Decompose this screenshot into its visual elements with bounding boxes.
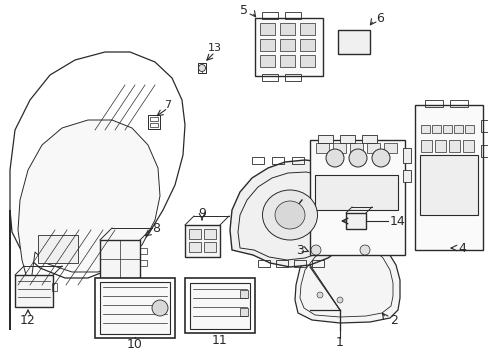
Bar (402, 170, 410, 182)
Bar (337, 30, 369, 54)
Polygon shape (18, 120, 160, 290)
Bar (150, 117, 158, 121)
Bar (150, 123, 158, 127)
Bar (339, 135, 354, 143)
Circle shape (310, 245, 320, 255)
Circle shape (152, 300, 168, 316)
Polygon shape (294, 238, 399, 323)
Bar (38, 235, 78, 263)
Bar (366, 143, 379, 153)
Text: 8: 8 (152, 221, 160, 234)
Bar (148, 115, 160, 129)
Bar (262, 12, 278, 19)
Bar (258, 260, 269, 267)
Bar (280, 23, 294, 35)
Bar (190, 283, 249, 329)
Bar (291, 157, 304, 164)
Text: 11: 11 (212, 333, 227, 346)
Bar (448, 140, 459, 152)
Bar (315, 143, 328, 153)
Bar (198, 63, 205, 73)
Bar (414, 105, 482, 250)
Bar (480, 120, 488, 132)
Bar (52, 283, 57, 291)
Bar (317, 135, 332, 143)
Bar (346, 213, 365, 229)
Ellipse shape (262, 190, 317, 240)
Bar (262, 74, 278, 81)
Bar (285, 74, 301, 81)
Bar (361, 135, 376, 143)
Bar (100, 282, 170, 334)
Text: 3: 3 (295, 243, 304, 257)
Bar (240, 308, 247, 316)
Text: 7: 7 (164, 100, 171, 110)
Bar (251, 157, 264, 164)
Bar (349, 143, 362, 153)
Bar (299, 55, 314, 67)
Text: 6: 6 (375, 12, 383, 24)
Text: 14: 14 (389, 215, 405, 228)
Bar (311, 260, 324, 267)
Circle shape (336, 297, 342, 303)
Bar (275, 260, 287, 267)
Text: 13: 13 (207, 43, 222, 53)
Bar (442, 125, 451, 133)
Text: 2: 2 (389, 314, 397, 327)
Circle shape (371, 149, 389, 167)
Bar (332, 143, 346, 153)
Bar (189, 242, 201, 252)
Text: 4: 4 (457, 242, 465, 255)
Bar (184, 278, 254, 333)
Bar (15, 275, 53, 307)
Bar (314, 175, 397, 210)
Bar (95, 278, 175, 338)
Bar (140, 248, 147, 254)
Bar (254, 18, 323, 76)
Bar (424, 100, 442, 107)
Circle shape (325, 149, 343, 167)
Bar (453, 125, 462, 133)
Bar (203, 229, 216, 239)
Bar (299, 39, 314, 51)
Bar (420, 125, 429, 133)
Bar (449, 100, 467, 107)
Bar (431, 125, 440, 133)
Bar (462, 140, 473, 152)
Text: 5: 5 (240, 4, 247, 17)
Bar (464, 125, 473, 133)
Text: 10: 10 (127, 338, 142, 351)
Bar (419, 155, 477, 215)
Bar (383, 143, 396, 153)
Bar (140, 260, 147, 266)
Circle shape (348, 149, 366, 167)
Bar (189, 229, 201, 239)
Bar (260, 39, 274, 51)
Bar (260, 23, 274, 35)
Bar (293, 260, 305, 267)
Bar (271, 157, 284, 164)
Circle shape (359, 245, 369, 255)
Bar (203, 242, 216, 252)
Bar (184, 225, 220, 257)
Polygon shape (229, 160, 356, 267)
Bar (480, 145, 488, 157)
Bar (299, 23, 314, 35)
Bar (309, 140, 404, 255)
Bar (100, 240, 140, 278)
Bar (285, 12, 301, 19)
Bar (420, 140, 431, 152)
Ellipse shape (274, 201, 305, 229)
Bar (260, 55, 274, 67)
Text: 1: 1 (335, 336, 343, 348)
Bar (280, 55, 294, 67)
Text: 12: 12 (20, 314, 36, 327)
Circle shape (316, 292, 323, 298)
Bar (280, 39, 294, 51)
Bar (240, 290, 247, 298)
Circle shape (198, 64, 205, 72)
Bar (434, 140, 445, 152)
Text: 9: 9 (198, 207, 205, 220)
Bar (402, 148, 410, 163)
